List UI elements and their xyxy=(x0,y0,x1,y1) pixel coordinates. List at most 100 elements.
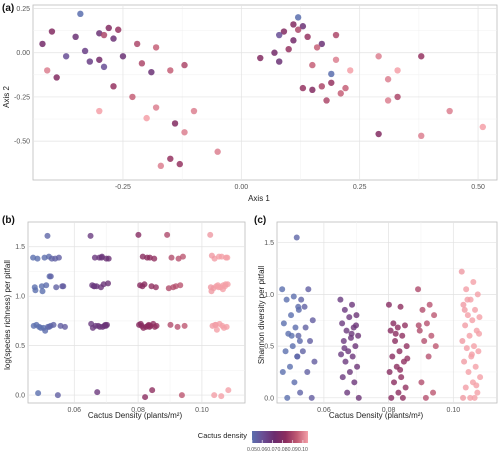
data-point xyxy=(290,293,297,300)
data-point xyxy=(389,353,396,360)
legend-tick-label: 0.08 xyxy=(277,447,287,453)
data-point xyxy=(225,387,232,394)
data-point xyxy=(152,284,159,291)
data-point xyxy=(138,60,146,67)
data-point xyxy=(461,358,468,365)
data-point xyxy=(472,306,479,313)
data-point xyxy=(133,40,141,48)
y-tick-label: 0.0 xyxy=(15,393,25,400)
data-point xyxy=(290,21,297,28)
legend-tick-label: 0.10 xyxy=(298,447,308,453)
data-point xyxy=(285,45,292,53)
data-point xyxy=(426,301,433,308)
data-point xyxy=(53,284,60,291)
data-point xyxy=(297,389,304,396)
data-point xyxy=(110,35,117,42)
data-point xyxy=(341,306,348,313)
data-point xyxy=(304,368,311,375)
data-point xyxy=(395,389,402,396)
data-point xyxy=(461,306,468,313)
data-point xyxy=(462,322,469,329)
data-point xyxy=(475,348,482,355)
legend-colorbar xyxy=(252,431,308,443)
data-point xyxy=(39,288,46,295)
data-point xyxy=(157,162,165,170)
panel-c: (c) 0.06 0.08 0.10 0.0 0.5 1.0 1.5 Cactus Dens… xyxy=(254,215,498,420)
y-tick-label: -0.25 xyxy=(14,94,30,101)
data-point xyxy=(135,231,142,238)
data-point xyxy=(416,327,423,334)
data-point xyxy=(463,286,470,293)
data-point xyxy=(430,389,437,396)
data-point xyxy=(110,83,117,90)
data-point xyxy=(415,322,422,329)
data-point xyxy=(100,63,108,71)
data-point xyxy=(37,324,44,331)
data-point xyxy=(224,254,231,261)
data-point xyxy=(462,384,469,391)
panel-b-xlabel: Cactus Density (plants/m²) xyxy=(88,411,183,420)
data-point xyxy=(53,74,60,81)
data-point xyxy=(384,97,392,104)
data-point xyxy=(386,368,393,375)
data-point xyxy=(59,283,66,290)
data-point xyxy=(349,353,356,360)
data-point xyxy=(347,67,354,74)
data-point xyxy=(403,343,410,350)
data-point xyxy=(298,296,305,303)
data-point xyxy=(399,394,406,401)
data-point xyxy=(348,330,355,337)
data-point xyxy=(477,374,484,381)
data-point xyxy=(394,324,401,331)
data-point xyxy=(142,394,149,401)
data-point xyxy=(190,107,198,115)
data-point xyxy=(476,330,483,337)
data-point xyxy=(463,345,470,352)
x-tick-label: 0.08 xyxy=(131,407,145,414)
data-point xyxy=(467,394,474,401)
data-point xyxy=(470,343,477,350)
data-point xyxy=(220,324,227,331)
data-point xyxy=(339,320,346,327)
data-point xyxy=(167,67,174,74)
data-point xyxy=(174,323,181,330)
data-point xyxy=(44,67,51,74)
data-point xyxy=(292,324,299,331)
data-point xyxy=(309,86,316,94)
data-point xyxy=(146,323,153,330)
data-point xyxy=(419,306,426,313)
data-point xyxy=(296,337,303,344)
panel-b-ylabel: log(species richness) per pitfall xyxy=(3,260,12,370)
data-point xyxy=(473,382,480,389)
panel-a-xlabel: Axis 1 xyxy=(248,194,270,203)
panel-c-ylabel: Shannon diversity per pitfall xyxy=(257,266,266,365)
data-point xyxy=(294,26,302,33)
data-point xyxy=(418,53,425,60)
x-tick-label: 0.06 xyxy=(67,407,81,414)
data-point xyxy=(222,281,229,288)
data-point xyxy=(337,296,344,303)
data-point xyxy=(344,389,351,396)
legend-title: Cactus density xyxy=(198,431,247,440)
data-point xyxy=(428,332,435,339)
data-point xyxy=(318,83,326,90)
x-tick-label: 0.50 xyxy=(471,184,485,191)
y-tick-label: -0.50 xyxy=(14,139,30,146)
data-point xyxy=(52,255,59,262)
data-point xyxy=(208,288,215,295)
data-point xyxy=(171,120,179,127)
data-point xyxy=(42,327,49,334)
data-point xyxy=(288,332,295,339)
panel-a-label: (a) xyxy=(2,3,14,14)
data-point xyxy=(346,314,353,321)
data-point xyxy=(91,283,98,290)
data-point xyxy=(422,394,429,401)
data-point xyxy=(105,255,112,262)
data-point xyxy=(474,389,481,396)
data-point xyxy=(257,54,264,62)
data-point xyxy=(164,231,171,238)
data-point xyxy=(96,107,103,115)
data-point xyxy=(338,351,345,358)
panel-a-ylabel: Axis 2 xyxy=(2,86,11,108)
data-point xyxy=(328,79,335,86)
